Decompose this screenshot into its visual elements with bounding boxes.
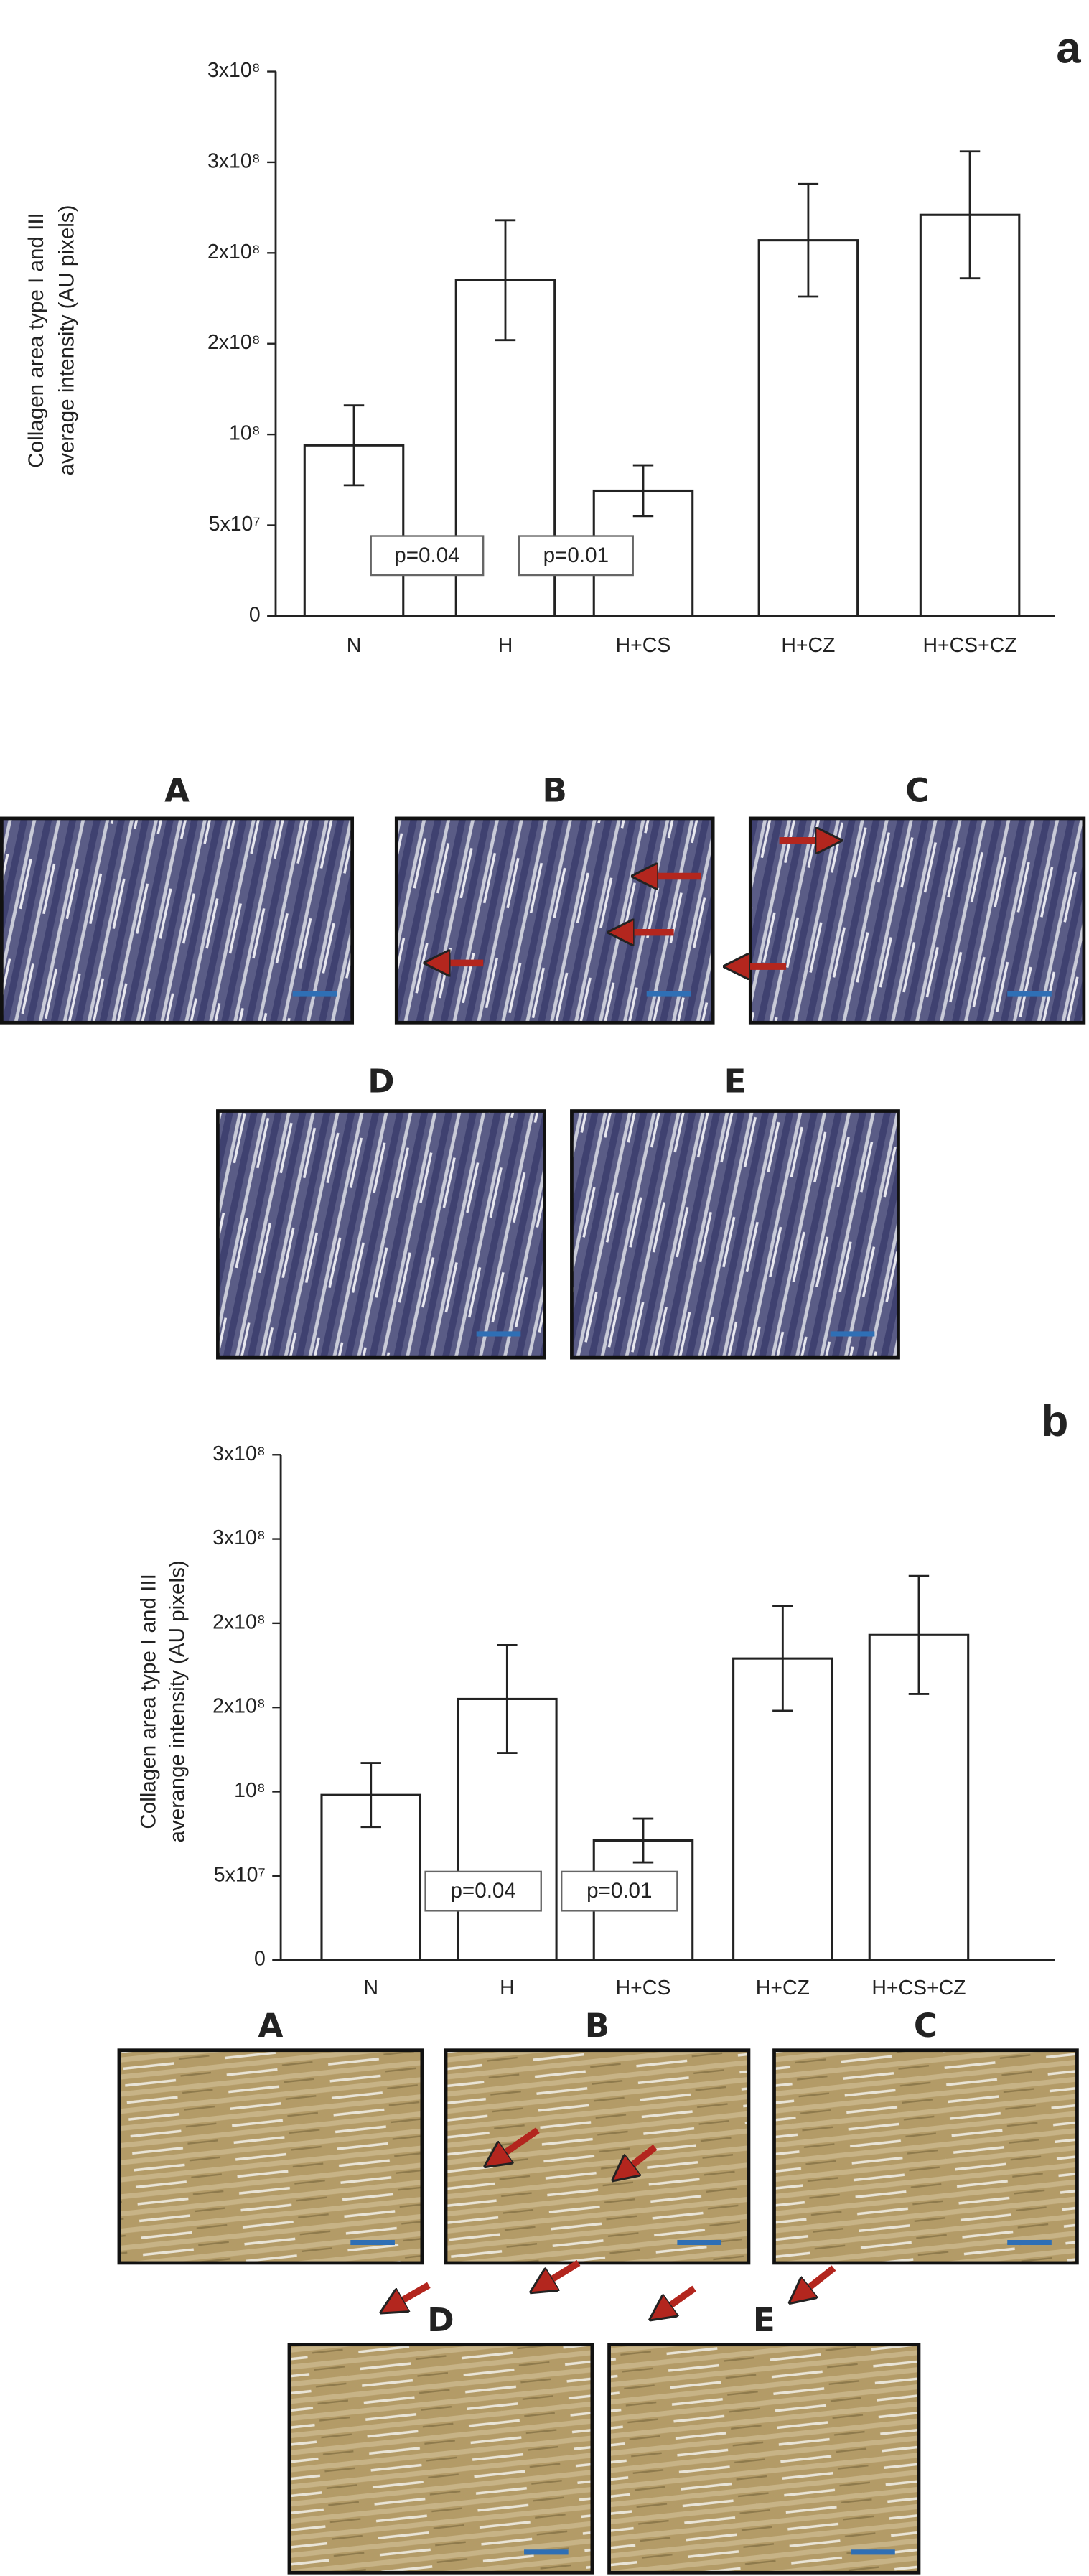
- micrograph-layer: [0, 816, 1086, 2575]
- micrograph-label: E: [724, 1063, 747, 1101]
- annotation: p=0.04: [394, 543, 459, 567]
- error-bar: [632, 464, 654, 518]
- micrograph-label: D: [427, 2301, 454, 2339]
- y-tick-label: 2x10⁸: [207, 331, 261, 354]
- annotation-box: [370, 535, 485, 577]
- x-tick-label: H+CS: [616, 634, 671, 657]
- micrograph: [394, 816, 715, 1025]
- y-tick-label: 3x10⁸: [207, 149, 261, 172]
- panel-label: b: [1042, 1396, 1069, 1446]
- error-bar: [360, 1762, 381, 1829]
- y-axis-label: average intensity (AU pixels): [55, 205, 79, 476]
- y-tick-label: 10⁸: [229, 422, 261, 445]
- micrograph: [444, 2048, 751, 2265]
- y-tick-label: 3x10⁸: [212, 1526, 266, 1549]
- arrows: [385, 841, 838, 2318]
- x-tick-label: H: [500, 1977, 515, 1999]
- y-tick-label: 0: [254, 1948, 266, 1971]
- y-tick-label: 3x10⁸: [207, 59, 261, 82]
- micrograph: [772, 2048, 1079, 2265]
- x-tick-label: H+CS+CZ: [922, 634, 1016, 657]
- error-bar: [772, 1605, 793, 1712]
- error-bar: [495, 219, 516, 342]
- error-bar: [798, 182, 819, 298]
- micrograph-label: D: [368, 1063, 394, 1101]
- y-tick-label: 5x10⁷: [214, 1863, 266, 1886]
- micrograph-label: C: [914, 2007, 938, 2045]
- y-tick-label: 0: [249, 603, 261, 626]
- annotation-box: [561, 1870, 678, 1912]
- y-tick-label: 2x10⁸: [207, 241, 261, 263]
- scale-bars: [292, 991, 1052, 2555]
- x-tick-label: H: [498, 634, 513, 657]
- bar: [919, 213, 1021, 617]
- error-bar: [908, 1574, 930, 1695]
- annotation-box: [518, 535, 634, 577]
- y-axis-label: averange intensity (AU pixels): [166, 1560, 190, 1842]
- micrograph: [748, 816, 1086, 1025]
- x-tick-label: N: [347, 634, 362, 657]
- micrograph-label: A: [258, 2007, 283, 2045]
- micrograph: [216, 1109, 546, 1360]
- annotation: p=0.04: [450, 1879, 515, 1903]
- micrograph-label: B: [543, 771, 567, 809]
- annotation-box: [424, 1870, 542, 1912]
- x-tick-label: N: [363, 1977, 378, 1999]
- annotation: p=0.01: [543, 543, 609, 567]
- micrograph: [287, 2343, 594, 2575]
- x-tick-label: H+CZ: [756, 1977, 810, 1999]
- x-tick-label: H+CS: [616, 1977, 671, 1999]
- micrograph: [0, 816, 355, 1025]
- y-tick-label: 2x10⁸: [212, 1695, 266, 1718]
- error-bar: [497, 1643, 518, 1754]
- error-bar: [959, 150, 981, 280]
- y-tick-label: 2x10⁸: [212, 1610, 266, 1633]
- x-tick-label: H+CS+CZ: [871, 1977, 966, 1999]
- micrograph-label: E: [753, 2301, 775, 2339]
- y-tick-label: 3x10⁸: [212, 1442, 266, 1465]
- micrograph: [570, 1109, 900, 1360]
- y-axis-label: Collagen area type I and III: [24, 213, 48, 468]
- micrograph-label: B: [585, 2007, 609, 2045]
- x-tick-label: H+CZ: [781, 634, 835, 657]
- panel-label: a: [1056, 23, 1081, 73]
- error-bar: [343, 404, 365, 487]
- annotation: p=0.01: [586, 1879, 652, 1903]
- micrograph-label: C: [905, 771, 929, 809]
- micrograph: [117, 2048, 424, 2265]
- error-bar: [632, 1817, 654, 1864]
- bar: [757, 239, 859, 617]
- y-axis-label: Collagen area type I and III: [136, 1574, 160, 1829]
- micrograph: [607, 2343, 921, 2575]
- y-tick-label: 10⁸: [234, 1779, 266, 1802]
- micrograph-label: A: [164, 771, 190, 809]
- y-tick-label: 5x10⁷: [209, 513, 261, 536]
